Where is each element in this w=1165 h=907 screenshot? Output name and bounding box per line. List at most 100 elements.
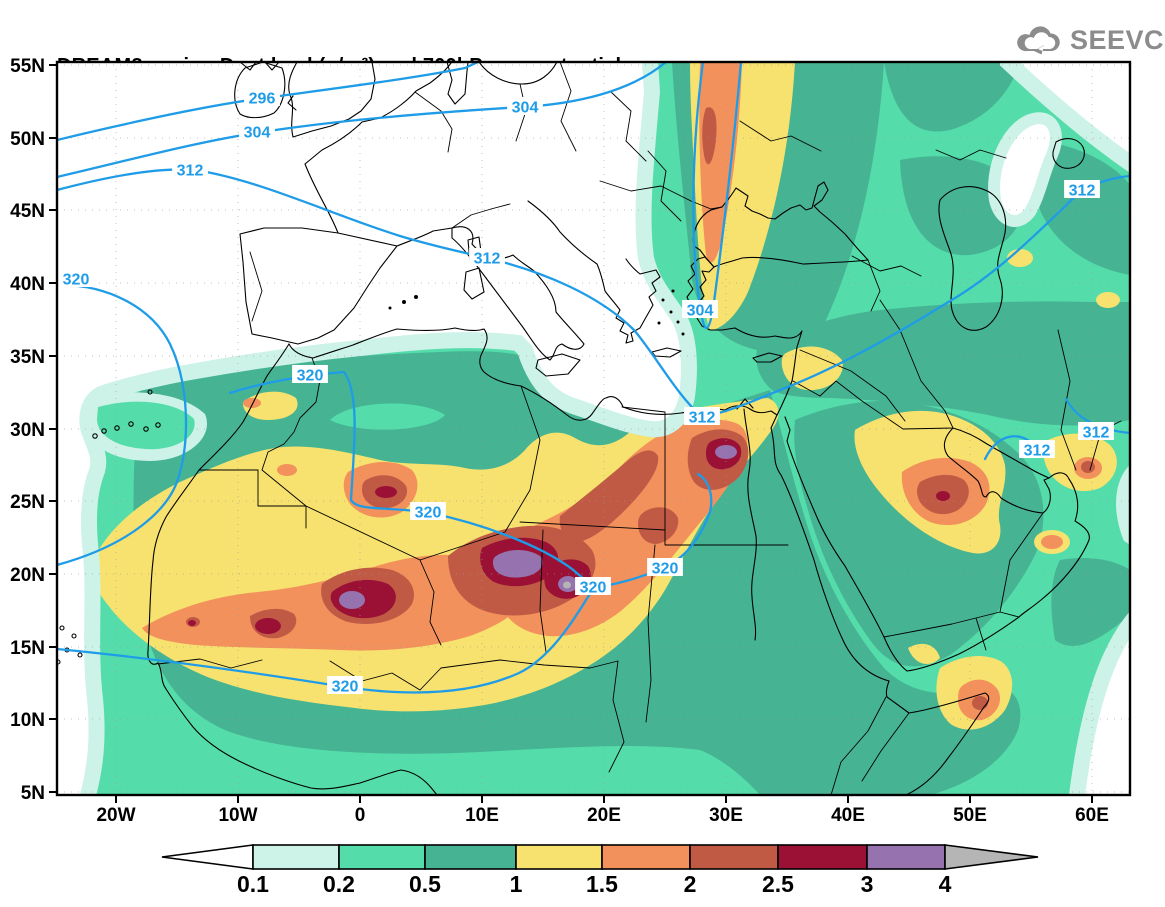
contour-label: 304: [244, 125, 271, 142]
y-tick-label: 35N: [10, 347, 45, 368]
canary-cape-verde-islands: [57, 389, 161, 665]
x-tick-label: 0: [355, 805, 366, 826]
colorbar-label: 1.5: [586, 871, 618, 897]
contour-label-box: [292, 365, 328, 383]
nile-river: [743, 408, 757, 641]
coast-gulf-of-aden-somalia: [885, 680, 990, 795]
coast-red-sea-west: [770, 414, 890, 682]
contour-label: 296: [249, 91, 276, 108]
contour-320-atlantic: [57, 283, 188, 567]
contour-label: 320: [415, 505, 442, 522]
x-tick-label: 60E: [1075, 805, 1109, 826]
x-tick-label: 40E: [831, 805, 865, 826]
contour-label-box: [1078, 422, 1114, 440]
contour-value-labels: 296 304 304 312 312 320 304 320 312 320 320 320 320 3…: [58, 88, 1114, 696]
contour-label-box: [684, 407, 720, 425]
dust-shading-field: [57, 62, 1130, 795]
coast-west-africa: [147, 343, 438, 795]
y-tick-label: 20N: [10, 565, 45, 586]
coast-crete: [651, 347, 682, 358]
dust-level-4-spot: [563, 581, 571, 589]
coast-aral: [1052, 138, 1085, 169]
contour-304-trough: [692, 62, 743, 330]
cloud-logo-icon: [1017, 26, 1060, 55]
contour-label: 304: [687, 303, 714, 320]
right-edge-cyan-notch: [1116, 465, 1130, 545]
y-axis: 55N 50N 45N 40N 35N 30N 25N 20N 15N 10N 5N: [10, 56, 57, 804]
y-tick-label: 40N: [10, 274, 45, 295]
top-right-white: [1000, 62, 1130, 173]
contour-label-box: [172, 160, 208, 178]
x-tick-label: 50E: [953, 805, 987, 826]
contour-label-box: [1019, 440, 1055, 458]
coast-balkans-greece: [527, 200, 661, 344]
coast-caspian-sea: [938, 186, 1007, 331]
logo-text: SEEVCCC: [1070, 24, 1165, 55]
colorbar-label: 3: [861, 871, 874, 897]
canary-green-tongue: [97, 401, 195, 450]
colorbar: 0.1 0.2 0.5 1 1.5 2 2.5 3 4: [161, 844, 1039, 897]
coast-arabian-sea: [906, 472, 1090, 672]
contour-label-box: [1064, 180, 1100, 198]
coast-black-sea-south: [713, 256, 869, 268]
coast-ireland: [234, 62, 286, 119]
country-borders: [157, 62, 1122, 795]
colorbar-cell: [866, 844, 946, 870]
contour-320-sahara: [228, 370, 713, 589]
contour-label-box: [682, 300, 718, 318]
colorbar-cell: [601, 844, 691, 870]
contour-label-box: [410, 502, 446, 520]
contour-304-west: [57, 62, 668, 179]
x-tick-label: 20E: [587, 805, 621, 826]
contour-label-box: [647, 558, 683, 576]
y-tick-label: 55N: [10, 56, 45, 77]
x-tick-label: 10E: [465, 805, 499, 826]
contour-label: 320: [63, 272, 90, 289]
y-tick-label: 25N: [10, 492, 45, 513]
y-tick-label: 15N: [10, 638, 45, 659]
colorbar-cell: [252, 844, 340, 870]
contour-label: 312: [1069, 183, 1096, 200]
middle-east-borders: [792, 255, 1122, 651]
colorbar-cell: [424, 844, 517, 870]
coast-denmark-baltic: [239, 62, 558, 105]
contour-label: 304: [512, 100, 539, 117]
coastlines: [57, 62, 1090, 795]
contour-label: 312: [1024, 443, 1051, 460]
y-tick-label: 5N: [21, 783, 45, 804]
colorbar-label: 0.1: [237, 871, 269, 897]
coast-sardinia: [463, 267, 485, 300]
contour-label-box: [239, 122, 275, 140]
coast-france-south: [396, 227, 453, 247]
x-tick-label: 30E: [709, 805, 743, 826]
colorbar-label: 4: [939, 871, 952, 897]
contour-label-box: [327, 676, 363, 694]
y-tick-label: 45N: [10, 201, 45, 222]
colorbar-cell: [515, 844, 603, 870]
contour-label: 320: [652, 561, 679, 578]
contour-label-box: [469, 248, 505, 266]
contour-label-box: [244, 88, 280, 106]
contour-label-box: [575, 577, 611, 595]
seevccc-logo: SEEVCCC: [1014, 22, 1165, 58]
contour-label: 312: [1083, 425, 1110, 442]
y-tick-label: 30N: [10, 420, 45, 441]
colorbar-cell: [689, 844, 779, 870]
coast-turkey-south-levant: [734, 327, 803, 416]
contour-320-15n: [57, 585, 604, 694]
x-tick-label: 10W: [218, 805, 257, 826]
coast-iberia: [239, 227, 398, 345]
y-tick-label: 50N: [10, 129, 45, 150]
coast-aegean-turkey-west: [686, 256, 736, 331]
africa-borders: [157, 357, 910, 795]
dust-level-3-blobs: [339, 445, 737, 609]
colorbar-cell: [338, 844, 426, 870]
x-tick-label: 20W: [96, 805, 135, 826]
colorbar-label: 1: [510, 871, 523, 897]
geopotential-contours: [57, 62, 1130, 694]
colorbar-label: 2: [684, 871, 697, 897]
coast-red-sea-east: [784, 416, 908, 672]
contour-label-box: [507, 97, 543, 115]
